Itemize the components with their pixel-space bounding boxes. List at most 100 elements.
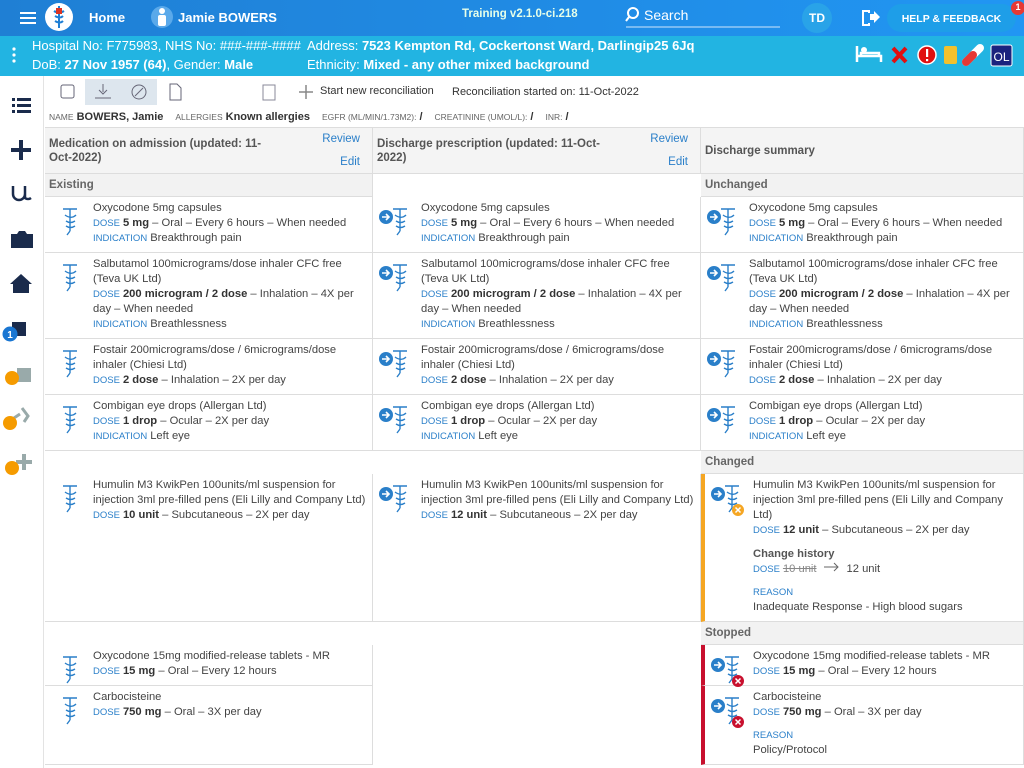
indication-label: INDICATION (93, 233, 148, 244)
indication-value: Breathlessness (806, 318, 883, 330)
tool-icon-4[interactable] (169, 83, 182, 101)
logout-icon[interactable] (862, 10, 880, 26)
home-link[interactable]: Home (89, 10, 126, 25)
banner-menu[interactable] (12, 47, 16, 63)
search-field[interactable]: Search (644, 7, 689, 23)
status-badge-mark (734, 677, 742, 685)
edit-link[interactable]: Edit (668, 156, 688, 168)
indication-value: Breakthrough pain (478, 232, 570, 244)
medicine-icon (393, 208, 407, 236)
medicine-icon (721, 208, 735, 236)
locked-icon-2[interactable] (13, 407, 30, 423)
dose-value: 1 drop (450, 415, 486, 427)
hospital-label: Hospital No: (32, 38, 103, 53)
empty-cell (373, 645, 701, 686)
tool-icon-3[interactable] (131, 84, 147, 100)
moved-arrow (710, 269, 719, 277)
sidebar-badge (2, 326, 18, 342)
ol-badge-text: OL (993, 50, 1010, 64)
empty-cell (45, 622, 373, 645)
help-label[interactable]: HELP & FEEDBACK (901, 13, 1002, 25)
medication-card: Oxycodone 15mg modified-release tablets … (701, 645, 1024, 687)
menu-icon[interactable] (20, 12, 36, 24)
dose-details: – Oral – 3X per day (164, 706, 262, 718)
review-link[interactable]: Review (322, 133, 360, 145)
build-label: Training v2.1.0-ci.218 (462, 8, 578, 20)
empty-cell (45, 451, 373, 474)
gender-label: , Gender: (166, 57, 221, 72)
medicine-icon (63, 264, 77, 292)
indication-value: Breathlessness (150, 318, 227, 330)
column-title: Medication on admission (updated: 11-Oct… (49, 138, 262, 164)
med-icon (379, 485, 407, 513)
med-icon (711, 485, 744, 516)
indication-line: INDICATION Breathlessness (421, 317, 694, 332)
bed-icon (855, 46, 883, 62)
locked-icon-1[interactable] (17, 368, 31, 382)
new-reconciliation[interactable]: Start new reconciliation (320, 85, 434, 97)
info-line: NAME BOWERS, Jamie ALLERGIES Known allergie… (45, 108, 1024, 127)
medication-card: Combigan eye drops (Allergan Ltd) DOSE 1 d… (373, 395, 701, 451)
medication-name: Fostair 200micrograms/dose / 6micrograms… (421, 344, 665, 371)
indication-line: INDICATION Left eye (749, 429, 1017, 444)
medication-name: Salbutamol 100micrograms/dose inhaler CF… (421, 258, 670, 285)
ol-badge (990, 44, 1013, 67)
reason-label: REASON (753, 730, 794, 741)
med-icon (711, 697, 744, 728)
search-icon (627, 7, 639, 19)
column-header: Discharge prescription (updated: 11-Oct-… (373, 128, 701, 174)
section-header: Stopped (701, 622, 1024, 645)
dob-label: DoB: (32, 57, 61, 72)
moved-arrow (710, 355, 719, 363)
medication-name: Humulin M3 KwikPen 100units/ml suspensio… (421, 479, 694, 506)
locked-icon-3[interactable] (16, 454, 32, 470)
indication-line: INDICATION Breakthrough pain (93, 231, 366, 246)
reconciliation-grid: Medication on admission (updated: 11-Oct… (45, 127, 1024, 765)
new-icon[interactable] (299, 85, 313, 99)
indication-label: INDICATION (421, 233, 476, 244)
indication-value: Breakthrough pain (806, 232, 898, 244)
dose-value: 12 unit (782, 524, 819, 536)
moved-arrow (710, 213, 719, 221)
dose-label: DOSE (749, 375, 776, 386)
tool-icon-1[interactable] (60, 84, 75, 99)
med-icon (379, 208, 407, 236)
dose-line: DOSE 10 unit – Subcutaneous – 2X per day (93, 508, 366, 523)
banner-line-1: Hospital No: F775983, NHS No: ###-###-##… (32, 38, 301, 54)
user-avatar[interactable] (802, 3, 832, 33)
dose-details: – Oral – Every 6 hours – When needed (480, 217, 675, 229)
moved-arrow (714, 490, 723, 498)
tool-icon-5[interactable] (262, 84, 276, 101)
hospital-no: F775983 (106, 38, 158, 53)
add-icon[interactable] (11, 140, 31, 160)
medication-card: Oxycodone 5mg capsules DOSE 5 mg – Oral – … (373, 197, 701, 253)
help-button[interactable] (887, 4, 1016, 32)
dose-value: 12 unit (450, 509, 487, 521)
alert-x-icon (891, 46, 908, 64)
medication-card: Fostair 200micrograms/dose / 6micrograms… (45, 339, 373, 395)
review-link[interactable]: Review (650, 133, 688, 145)
home-icon[interactable] (10, 274, 32, 293)
dose-line: DOSE 200 microgram / 2 dose – Inhalation … (93, 287, 366, 317)
dose-label: DOSE (421, 510, 448, 521)
indication-value: Left eye (150, 430, 190, 442)
camera-icon[interactable] (11, 231, 33, 248)
list-icon[interactable] (12, 98, 31, 113)
medication-card: Salbutamol 100micrograms/dose inhaler CF… (45, 253, 373, 339)
tool-icon-2[interactable] (95, 84, 111, 99)
med-icon (707, 350, 735, 378)
medication-name: Oxycodone 5mg capsules (421, 202, 550, 214)
change-label: DOSE (753, 564, 780, 575)
dose-label: DOSE (753, 666, 780, 677)
medication-name: Oxycodone 5mg capsules (749, 202, 878, 214)
change-history: Change history DOSE 10 unit 12 unit (753, 547, 1017, 577)
change-history-line: DOSE 10 unit 12 unit (753, 562, 1017, 577)
medication-name: Oxycodone 15mg modified-release tablets … (93, 650, 330, 662)
medicine-icon (725, 697, 739, 725)
edit-link[interactable]: Edit (340, 156, 360, 168)
medicine-icon (63, 485, 77, 513)
reason-label: REASON (753, 587, 794, 598)
section-header: Existing (45, 174, 373, 197)
stethoscope-icon[interactable] (11, 186, 32, 202)
